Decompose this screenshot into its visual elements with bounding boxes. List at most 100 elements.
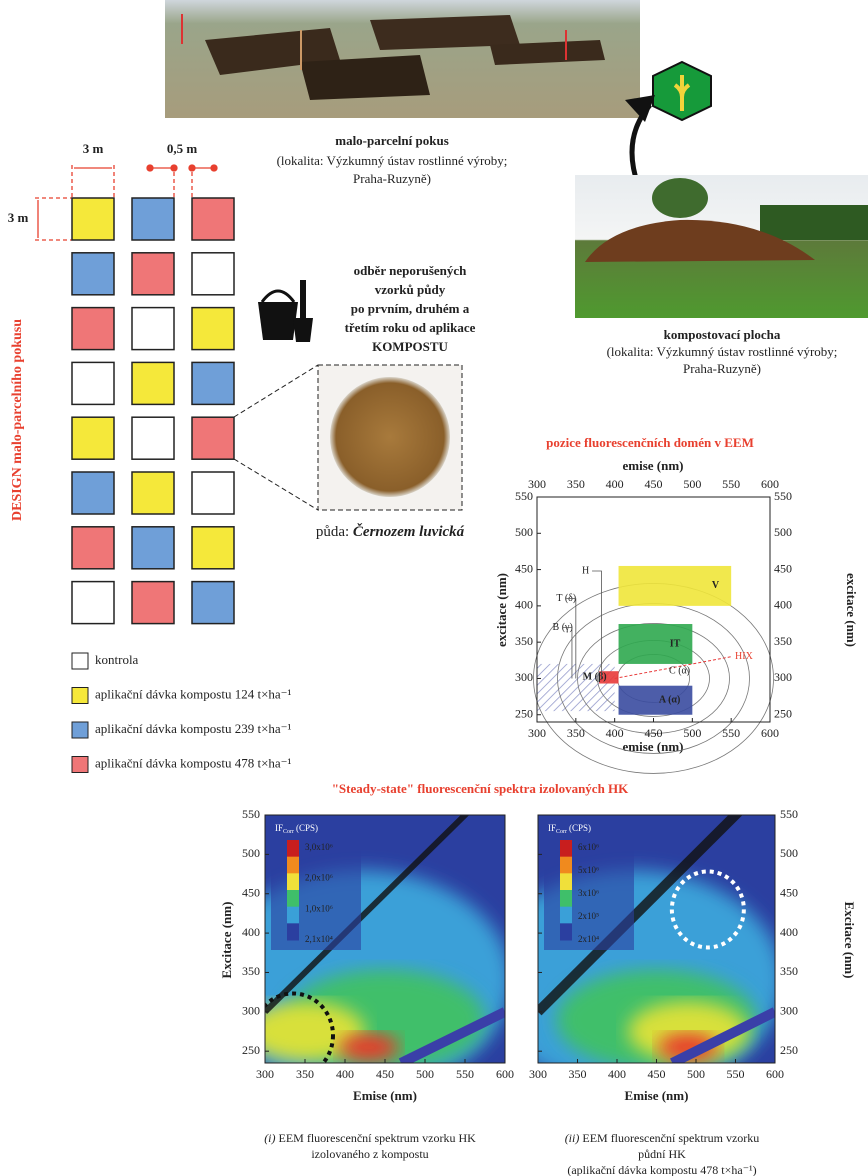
logo-icon: [653, 62, 711, 120]
colorbar-bg: [544, 820, 634, 950]
y-tick-label: 450: [774, 561, 792, 575]
x-tick-label: 600: [766, 1067, 784, 1081]
annotation-leader: [592, 571, 601, 678]
y-axis-label: Excitace (nm): [219, 902, 234, 979]
caption-text: půdní HK: [638, 1147, 686, 1161]
caption-line: (i) EEM fluorescenční spektrum vzorku HK: [264, 1131, 476, 1145]
colorbar-step: [287, 923, 299, 940]
dim-label: 3 m: [83, 141, 104, 156]
plot: [192, 417, 234, 459]
colorbar-step: [560, 907, 572, 924]
compost-title: kompostovací plocha: [664, 327, 781, 342]
colorbar-step: [560, 890, 572, 907]
y-axis-label: Excitace (nm): [842, 902, 857, 979]
x-tick-label: 450: [648, 1067, 666, 1081]
x-tick-label: 500: [683, 477, 701, 491]
y-tick-label: 550: [242, 807, 260, 821]
plot: [192, 198, 234, 240]
x-tick-label: 600: [761, 726, 779, 740]
legend: kontrola aplikační dávka kompostu 124 t×h…: [72, 652, 292, 773]
y-tick-label: 400: [515, 598, 533, 612]
colorbar-label: 2x10⁵: [578, 911, 599, 921]
annotation: HIX: [735, 651, 754, 662]
colorbar-label: 2,0x10⁶: [305, 873, 333, 883]
caption-line: (ii) EEM fluorescenční spektrum vzorku: [565, 1131, 760, 1145]
legend-label: aplikační dávka kompostu 124 t×ha⁻¹: [95, 686, 292, 701]
colorbar-step: [560, 857, 572, 874]
plot: [132, 253, 174, 295]
sampling-line: odběr neporušených: [354, 263, 468, 278]
y-tick-label: 500: [515, 525, 533, 539]
colorbar-step: [287, 857, 299, 874]
plot: [132, 362, 174, 404]
y-tick-label: 500: [774, 525, 792, 539]
domain-region: [619, 624, 693, 664]
y-tick-label: 450: [780, 885, 798, 899]
caption-number: (i): [264, 1131, 275, 1145]
x-tick-label: 500: [687, 1067, 705, 1081]
caption-line: (aplikační dávka kompostu 478 t×ha⁻¹): [567, 1163, 756, 1176]
caption-line: půdní HK: [638, 1147, 686, 1161]
y-tick-label: 550: [780, 807, 798, 821]
domain-label: V: [712, 580, 720, 591]
x-tick-label: 450: [376, 1067, 394, 1081]
x-tick-label: 550: [727, 1067, 745, 1081]
colorbar-title-sub: Corr: [283, 829, 294, 835]
y-tick-label: 300: [515, 670, 533, 684]
eem-title: pozice fluorescenčních domén v EEM: [546, 435, 754, 450]
x-tick-label: 350: [567, 477, 585, 491]
y-tick-label: 400: [780, 925, 798, 939]
caption-text: EEM fluorescenční spektrum vzorku HK: [279, 1131, 477, 1145]
legend-label: aplikační dávka kompostu 239 t×ha⁻¹: [95, 721, 292, 736]
domain-label: A (α): [659, 695, 680, 706]
colorbar-bg: [271, 820, 361, 950]
colorbar-step: [560, 840, 572, 857]
legend-swatch: [72, 653, 88, 669]
plot: [192, 362, 234, 404]
x-tick-label: 450: [645, 477, 663, 491]
plot: [132, 198, 174, 240]
domain-label: M (β): [583, 672, 607, 683]
colorbar-label: 3x10⁶: [578, 888, 599, 898]
caption-text: (aplikační dávka kompostu 478 t×ha⁻¹): [567, 1163, 756, 1176]
y-axis-label: excitace (nm): [844, 573, 859, 647]
colorbar-step: [287, 907, 299, 924]
x-tick-label: 300: [528, 726, 546, 740]
design-title: DESIGN malo-parcelního pokusu: [10, 319, 25, 521]
y-tick-label: 250: [242, 1043, 260, 1057]
x-tick-label: 550: [456, 1067, 474, 1081]
plot: [72, 198, 114, 240]
y-tick-label: 250: [774, 706, 792, 720]
heatmap-blob: [339, 1033, 399, 1061]
colorbar-label: 5x10⁶: [578, 865, 599, 875]
x-tick-label: 500: [416, 1067, 434, 1081]
x-tick-label: 400: [606, 726, 624, 740]
colorbar-step: [287, 873, 299, 890]
plot: [132, 308, 174, 350]
colorbar-label: 3,0x10⁶: [305, 842, 333, 852]
y-tick-label: 350: [515, 634, 533, 648]
soil-prefix: půda:: [316, 524, 349, 540]
colorbar-title-unit: (CPS): [569, 823, 591, 833]
plot: [72, 308, 114, 350]
compost-photo: [575, 175, 868, 318]
colorbar-step: [287, 840, 299, 857]
soil-sample: [330, 377, 450, 497]
plot: [72, 253, 114, 295]
y-tick-label: 500: [780, 846, 798, 860]
legend-label: aplikační dávka kompostu 478 t×ha⁻¹: [95, 755, 292, 770]
legend-label: kontrola: [95, 652, 139, 667]
field-photo: [165, 0, 640, 118]
y-tick-label: 350: [242, 964, 260, 978]
compost-location: (lokalita: Výzkumný ústav rostlinné výro…: [607, 344, 838, 359]
x-tick-label: 550: [722, 477, 740, 491]
annotation: H: [582, 565, 589, 576]
x-axis-label: emise (nm): [622, 458, 683, 473]
plot: [192, 308, 234, 350]
plot: [132, 527, 174, 569]
colorbar-label: 2x10⁴: [578, 934, 599, 944]
y-tick-label: 300: [242, 1004, 260, 1018]
y-tick-label: 550: [515, 489, 533, 503]
x-axis-label: Emise (nm): [353, 1088, 417, 1103]
spectra-title: "Steady-state" fluorescenční spektra izo…: [332, 781, 629, 796]
